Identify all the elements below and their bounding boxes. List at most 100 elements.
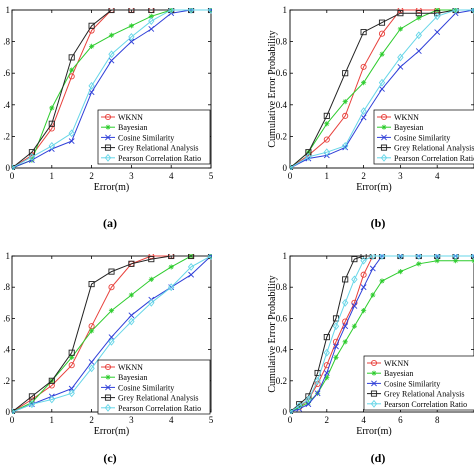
y-tick-label: 0.6 — [276, 68, 288, 78]
data-point — [148, 276, 154, 282]
data-point — [314, 390, 321, 397]
data-point — [128, 312, 135, 319]
legend-label: WKNN — [394, 113, 419, 122]
legend-label: Cosine Similarity — [394, 133, 450, 142]
data-point — [342, 70, 349, 77]
data-point — [452, 254, 459, 260]
data-point — [351, 275, 358, 284]
data-point — [69, 354, 75, 360]
legend-label: WKNN — [118, 363, 143, 372]
data-point — [48, 125, 55, 132]
x-axis-label: Error(m) — [356, 426, 392, 437]
data-point — [108, 308, 115, 314]
y-tick-label: .6 — [3, 313, 10, 323]
data-point — [434, 12, 441, 21]
x-tick-label: 2 — [361, 171, 366, 181]
data-point — [128, 260, 135, 267]
data-point — [108, 50, 115, 59]
data-point — [128, 292, 134, 298]
legend-label: Grey Relational Analysis — [118, 144, 198, 153]
plot-frame — [289, 9, 474, 169]
data-point — [207, 8, 212, 14]
data-point — [68, 138, 75, 145]
data-point — [397, 26, 403, 32]
legend-label: Pearson Correlation Ratio — [384, 400, 467, 409]
series-line-diamond — [12, 255, 212, 413]
data-point — [397, 269, 403, 275]
y-tick-label: 0.8 — [276, 282, 288, 292]
series-group — [12, 8, 212, 170]
legend-label: Bayesian — [118, 123, 147, 132]
series-line-diamond — [12, 9, 211, 169]
data-point — [88, 81, 95, 90]
y-tick-label: .6 — [3, 68, 10, 78]
data-point — [187, 263, 195, 271]
data-point — [351, 323, 357, 329]
y-tick-label: 1 — [283, 251, 288, 261]
data-point — [397, 10, 404, 17]
series-group — [12, 254, 212, 414]
data-point — [89, 43, 95, 49]
panel-label: (a) — [103, 216, 117, 230]
data-point — [148, 13, 154, 19]
data-point — [434, 254, 441, 260]
data-point — [415, 254, 422, 260]
data-point — [378, 254, 386, 260]
data-point — [342, 141, 349, 150]
x-tick-label: 5 — [209, 415, 214, 425]
data-point — [290, 164, 294, 170]
data-point — [69, 67, 75, 73]
legend-marker — [380, 113, 388, 121]
data-point — [68, 362, 75, 369]
data-point — [168, 264, 174, 270]
chart-panel-1: 0 1 2 3 4 5 0 .2 .4 .6 .8 1 Error(m) WKNNBayesianCosi… — [3, 5, 214, 230]
legend-marker — [380, 153, 388, 162]
data-point — [48, 395, 55, 404]
data-point — [470, 254, 474, 260]
data-point — [361, 308, 367, 314]
x-axis: 0 1 2 3 4 5 — [10, 256, 214, 425]
legend-marker — [104, 394, 112, 401]
data-point — [470, 8, 474, 14]
data-point — [168, 254, 175, 260]
x-tick-label: 0 — [10, 415, 15, 425]
x-axis-label: Error(m) — [94, 426, 130, 437]
x-axis: 0 1 2 3 4 — [288, 10, 440, 181]
legend-marker — [105, 124, 111, 130]
y-tick-label: 0 — [6, 407, 11, 417]
y-tick-label: 0.4 — [276, 345, 288, 355]
data-point — [434, 29, 441, 36]
data-point — [360, 284, 367, 291]
data-point — [379, 86, 385, 92]
data-point — [290, 408, 294, 414]
x-tick-label: 4 — [361, 415, 366, 425]
x-tick-label: 4 — [435, 171, 440, 181]
y-axis-label: Cumulative Error Probability — [267, 30, 278, 147]
data-point — [415, 48, 422, 54]
data-point — [342, 276, 349, 283]
data-point — [28, 393, 35, 400]
legend-marker — [370, 390, 378, 397]
legend-label: Cosine Similarity — [118, 383, 174, 392]
data-point — [148, 298, 155, 307]
legend-box — [363, 355, 474, 411]
data-point — [12, 408, 16, 414]
y-tick-label: .2 — [3, 131, 10, 141]
x-tick-label: 1 — [325, 171, 330, 181]
data-point — [108, 284, 115, 291]
legend-marker — [105, 384, 111, 391]
data-point — [342, 144, 349, 151]
data-point — [434, 258, 440, 264]
legend-marker — [371, 370, 377, 376]
data-point — [323, 112, 330, 119]
legend-marker — [104, 403, 112, 412]
x-tick-label: 0 — [10, 171, 15, 181]
data-point — [333, 354, 339, 360]
data-point — [370, 292, 376, 298]
data-point — [296, 404, 302, 410]
data-point — [342, 323, 349, 330]
data-point — [88, 281, 95, 288]
data-point — [148, 26, 155, 32]
data-point — [452, 8, 459, 14]
